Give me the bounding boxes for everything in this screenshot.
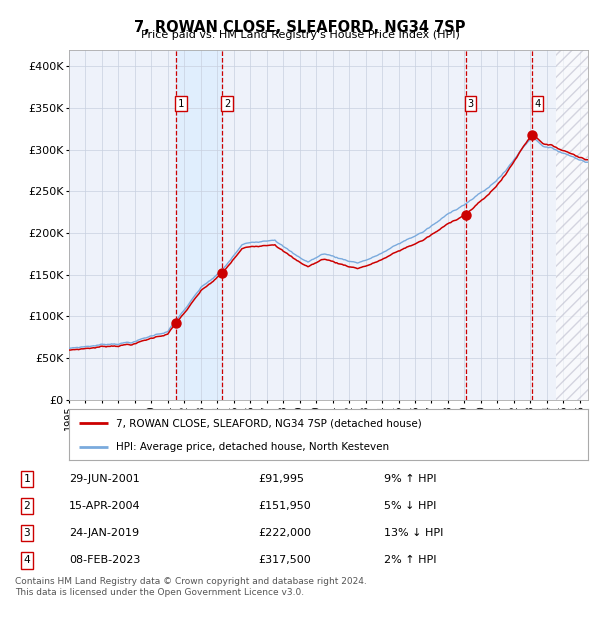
- Text: 9% ↑ HPI: 9% ↑ HPI: [384, 474, 437, 484]
- Text: 24-JAN-2019: 24-JAN-2019: [69, 528, 139, 538]
- Text: 3: 3: [467, 99, 474, 109]
- Text: 5% ↓ HPI: 5% ↓ HPI: [384, 501, 436, 511]
- Text: HPI: Average price, detached house, North Kesteven: HPI: Average price, detached house, Nort…: [116, 442, 389, 453]
- Text: 2: 2: [224, 99, 230, 109]
- Text: £91,995: £91,995: [258, 474, 304, 484]
- Text: 7, ROWAN CLOSE, SLEAFORD, NG34 7SP: 7, ROWAN CLOSE, SLEAFORD, NG34 7SP: [134, 20, 466, 35]
- Text: £317,500: £317,500: [258, 556, 311, 565]
- Text: 7, ROWAN CLOSE, SLEAFORD, NG34 7SP (detached house): 7, ROWAN CLOSE, SLEAFORD, NG34 7SP (deta…: [116, 418, 421, 428]
- Text: Contains HM Land Registry data © Crown copyright and database right 2024.
This d: Contains HM Land Registry data © Crown c…: [15, 577, 367, 596]
- Text: 1: 1: [23, 474, 31, 484]
- Text: 2% ↑ HPI: 2% ↑ HPI: [384, 556, 437, 565]
- Bar: [176, 50, 222, 400]
- Text: 29-JUN-2001: 29-JUN-2001: [69, 474, 140, 484]
- Text: 1: 1: [178, 99, 184, 109]
- Text: 4: 4: [534, 99, 541, 109]
- Text: 2: 2: [23, 501, 31, 511]
- Text: 4: 4: [23, 556, 31, 565]
- Text: 13% ↓ HPI: 13% ↓ HPI: [384, 528, 443, 538]
- Text: 08-FEB-2023: 08-FEB-2023: [69, 556, 140, 565]
- Text: £151,950: £151,950: [258, 501, 311, 511]
- Text: 15-APR-2004: 15-APR-2004: [69, 501, 140, 511]
- Text: £222,000: £222,000: [258, 528, 311, 538]
- Text: 3: 3: [23, 528, 31, 538]
- Text: Price paid vs. HM Land Registry's House Price Index (HPI): Price paid vs. HM Land Registry's House …: [140, 30, 460, 40]
